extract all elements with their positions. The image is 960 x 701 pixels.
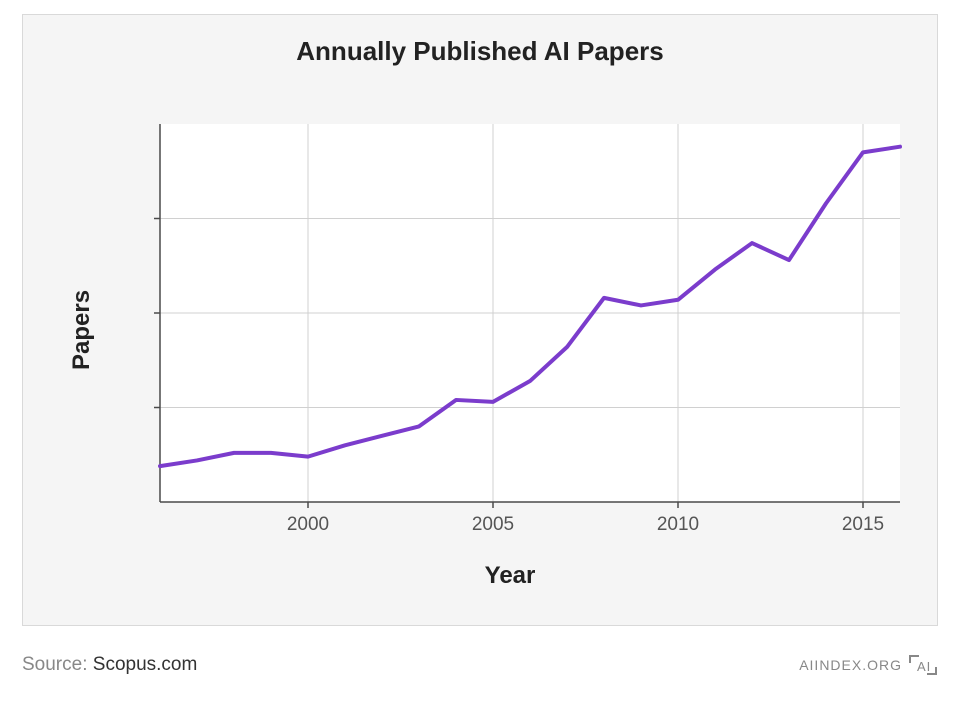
source-name: Scopus.com [93,654,198,675]
source-attribution: Source: Scopus.com [22,654,197,676]
y-axis-label: Papers [68,290,96,370]
x-tick-label: 2015 [842,514,884,536]
source-prefix: Source: [22,654,93,675]
x-axis-label: Year [485,562,536,590]
plot-area [160,124,900,502]
brand-attribution: AIINDEX.ORG AI [799,654,938,676]
ai-logo-icon: AI [908,654,938,676]
svg-text:AI: AI [917,659,931,674]
x-tick-label: 2005 [472,514,514,536]
brand-text: AIINDEX.ORG [799,657,902,673]
chart-title: Annually Published AI Papers [296,36,663,67]
x-tick-label: 2000 [287,514,329,536]
line-chart-svg [160,124,900,502]
x-tick-label: 2010 [657,514,699,536]
